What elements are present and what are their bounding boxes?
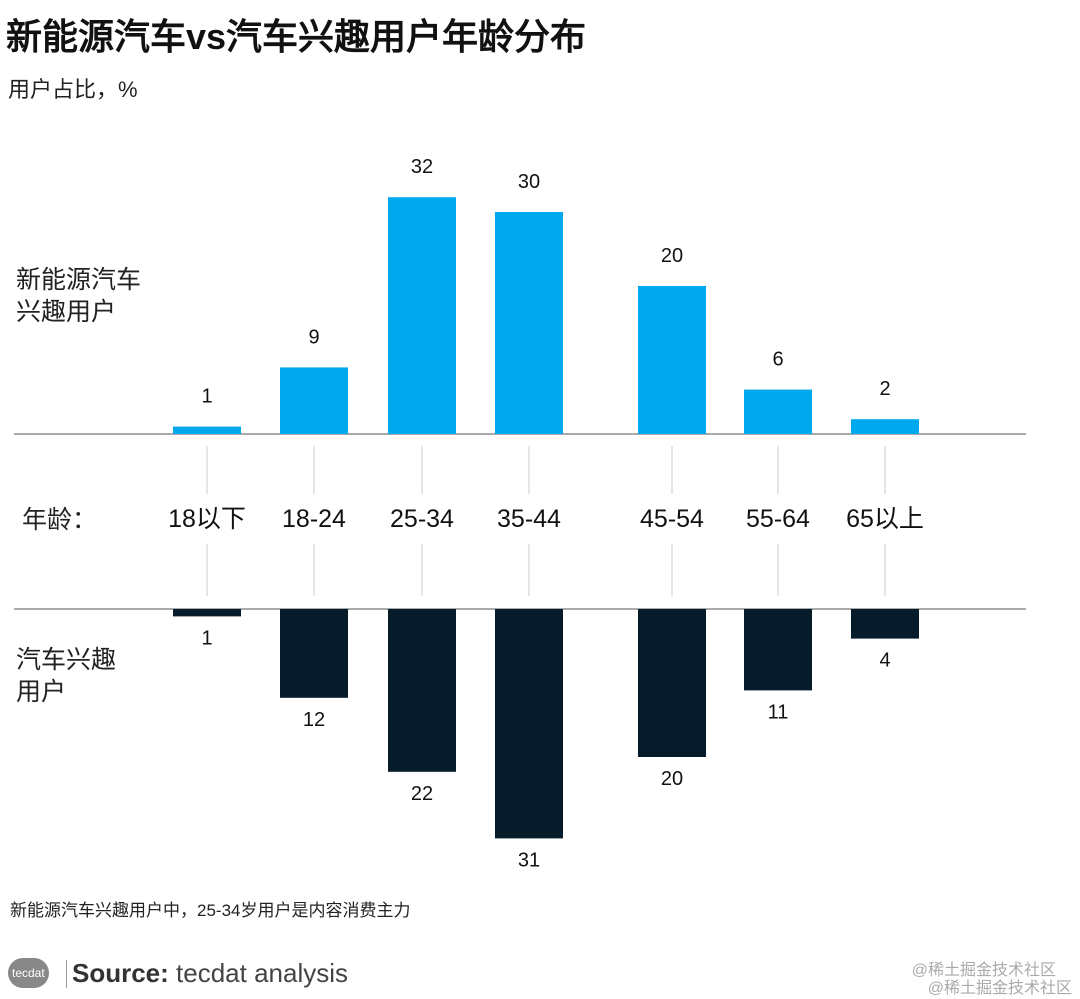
- series-label-line: 汽车兴趣: [16, 646, 117, 674]
- x-tick-label: 45-54: [640, 505, 704, 533]
- bar: [173, 426, 241, 434]
- watermark: @稀土掘金技术社区: [911, 962, 1056, 979]
- source-text: Source: tecdat analysis: [72, 958, 348, 989]
- series-label-line: 新能源汽车: [16, 266, 142, 294]
- bar: [173, 609, 241, 617]
- source-label: Source:: [72, 958, 169, 988]
- watermark: @稀土掘金技术社区: [927, 980, 1072, 997]
- data-label: 4: [879, 650, 890, 672]
- series-label-line: 兴趣用户: [16, 298, 117, 326]
- bar: [280, 609, 348, 698]
- x-tick-label: 35-44: [497, 505, 561, 533]
- bar: [495, 609, 563, 839]
- x-tick-label: 65以上: [846, 505, 924, 533]
- divider: [66, 960, 67, 988]
- x-tick-label: 25-34: [390, 505, 454, 533]
- data-label: 31: [518, 849, 540, 871]
- bar: [638, 286, 706, 434]
- bar: [638, 609, 706, 757]
- source-value: tecdat analysis: [168, 958, 349, 988]
- data-label: 12: [303, 709, 325, 731]
- series-label-line: 用户: [16, 678, 67, 706]
- data-label: 30: [518, 171, 540, 193]
- bar: [851, 419, 919, 434]
- data-label: 20: [661, 245, 683, 267]
- data-label: 6: [772, 349, 783, 371]
- series-label-bottom: 汽车兴趣 用户: [16, 644, 116, 708]
- bar: [851, 609, 919, 639]
- bar: [280, 367, 348, 434]
- tecdat-logo: tecdat: [8, 958, 49, 988]
- bar: [388, 197, 456, 434]
- data-label: 2: [879, 378, 890, 400]
- data-label: 11: [768, 701, 789, 723]
- footnote: 新能源汽车兴趣用户中，25-34岁用户是内容消费主力: [10, 901, 411, 920]
- x-tick-label: 18以下: [168, 505, 246, 533]
- data-label: 20: [661, 768, 683, 790]
- data-label: 22: [411, 783, 433, 805]
- bar: [495, 212, 563, 434]
- chart-subtitle: 用户占比，%: [8, 77, 138, 102]
- data-label: 32: [411, 156, 433, 178]
- series-label-top: 新能源汽车 兴趣用户: [16, 264, 141, 328]
- data-label: 9: [308, 326, 319, 348]
- data-label: 1: [201, 386, 212, 408]
- x-axis-label: 年龄：: [22, 506, 98, 534]
- bar: [744, 389, 812, 434]
- bar: [744, 609, 812, 691]
- bar: [388, 609, 456, 772]
- x-tick-label: 55-64: [746, 505, 810, 533]
- data-label: 1: [201, 627, 212, 649]
- x-tick-label: 18-24: [282, 505, 346, 533]
- chart-title: 新能源汽车vs汽车兴趣用户年龄分布: [6, 16, 587, 57]
